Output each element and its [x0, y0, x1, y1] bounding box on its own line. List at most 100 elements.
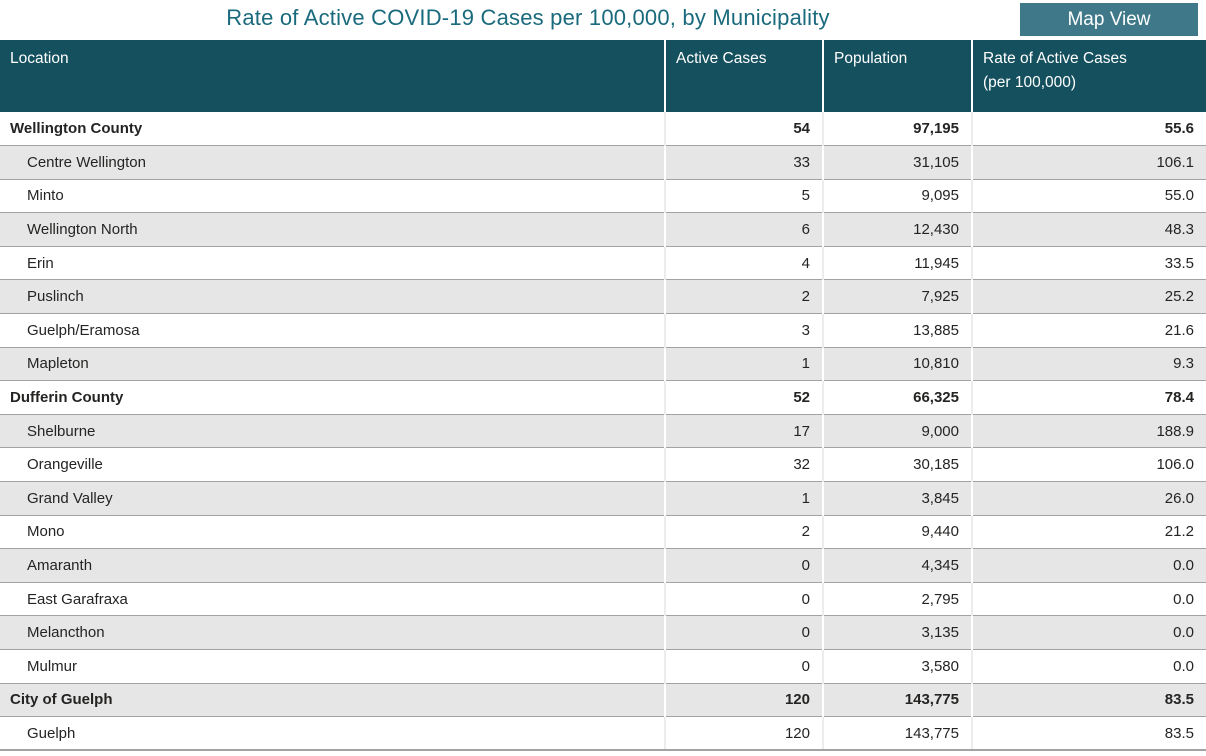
location-cell: Orangeville: [0, 447, 666, 483]
location-cell: City of Guelph: [0, 683, 666, 718]
table-header: Location Active Cases Population Rate of…: [0, 40, 1206, 112]
active-cases-cell: 1: [665, 347, 824, 382]
table-row[interactable]: Wellington County 54 97,195 55.6: [0, 112, 1206, 147]
active-cases-cell: 0: [665, 649, 824, 684]
rate-cell: 106.0: [972, 447, 1206, 483]
active-cases-cell: 2: [665, 515, 824, 550]
location-cell: Puslinch: [0, 279, 666, 315]
rate-cell: 0.0: [972, 615, 1206, 650]
location-cell: Erin: [0, 246, 666, 281]
rate-cell: 83.5: [972, 683, 1206, 718]
location-cell: Amaranth: [0, 548, 666, 583]
population-cell: 13,885: [823, 313, 973, 348]
column-header-rate-line1: Rate of Active Cases: [983, 50, 1127, 67]
column-header-active-cases[interactable]: Active Cases: [665, 40, 824, 112]
active-cases-cell: 52: [665, 380, 824, 415]
population-cell: 143,775: [823, 683, 973, 718]
rate-cell: 21.6: [972, 313, 1206, 348]
table-row[interactable]: Amaranth 0 4,345 0.0: [0, 548, 1206, 583]
column-header-rate[interactable]: Rate of Active Cases (per 100,000): [972, 40, 1206, 112]
location-cell: Melancthon: [0, 615, 666, 650]
location-cell: Wellington North: [0, 212, 666, 247]
active-cases-cell: 120: [665, 716, 824, 752]
table-row[interactable]: Melancthon 0 3,135 0.0: [0, 615, 1206, 650]
table-row[interactable]: Grand Valley 1 3,845 26.0: [0, 481, 1206, 516]
active-cases-cell: 0: [665, 548, 824, 583]
active-cases-cell: 0: [665, 582, 824, 617]
active-cases-cell: 1: [665, 481, 824, 516]
table-body: Wellington County 54 97,195 55.6 Centre …: [0, 112, 1206, 752]
active-cases-cell: 3: [665, 313, 824, 348]
table-row[interactable]: City of Guelph 120 143,775 83.5: [0, 683, 1206, 718]
table-row[interactable]: Orangeville 32 30,185 106.0: [0, 447, 1206, 483]
active-cases-cell: 5: [665, 179, 824, 214]
rate-cell: 26.0: [972, 481, 1206, 516]
population-cell: 10,810: [823, 347, 973, 382]
active-cases-cell: 54: [665, 112, 824, 147]
location-cell: Grand Valley: [0, 481, 666, 516]
population-cell: 31,105: [823, 145, 973, 180]
map-view-button[interactable]: Map View: [1020, 3, 1198, 36]
population-cell: 30,185: [823, 447, 973, 483]
table-row[interactable]: Minto 5 9,095 55.0: [0, 179, 1206, 214]
table-row[interactable]: Wellington North 6 12,430 48.3: [0, 212, 1206, 247]
column-header-location[interactable]: Location: [0, 40, 666, 112]
topbar: Rate of Active COVID-19 Cases per 100,00…: [0, 0, 1206, 40]
rate-cell: 78.4: [972, 380, 1206, 415]
population-cell: 143,775: [823, 716, 973, 752]
table-row[interactable]: Dufferin County 52 66,325 78.4: [0, 380, 1206, 415]
population-cell: 9,440: [823, 515, 973, 550]
location-cell: Mulmur: [0, 649, 666, 684]
location-cell: Mapleton: [0, 347, 666, 382]
rate-cell: 33.5: [972, 246, 1206, 281]
location-cell: Centre Wellington: [0, 145, 666, 180]
rate-cell: 188.9: [972, 414, 1206, 449]
population-cell: 97,195: [823, 112, 973, 147]
active-cases-cell: 4: [665, 246, 824, 281]
rate-cell: 0.0: [972, 548, 1206, 583]
population-cell: 3,580: [823, 649, 973, 684]
active-cases-cell: 6: [665, 212, 824, 247]
population-cell: 3,845: [823, 481, 973, 516]
location-cell: East Garafraxa: [0, 582, 666, 617]
rate-cell: 0.0: [972, 649, 1206, 684]
population-cell: 66,325: [823, 380, 973, 415]
location-cell: Shelburne: [0, 414, 666, 449]
location-cell: Dufferin County: [0, 380, 666, 415]
rate-cell: 25.2: [972, 279, 1206, 315]
location-cell: Mono: [0, 515, 666, 550]
active-cases-cell: 2: [665, 279, 824, 315]
table-row[interactable]: Mono 2 9,440 21.2: [0, 515, 1206, 550]
active-cases-cell: 33: [665, 145, 824, 180]
table-row[interactable]: Puslinch 2 7,925 25.2: [0, 279, 1206, 315]
location-cell: Guelph/Eramosa: [0, 313, 666, 348]
rate-cell: 48.3: [972, 212, 1206, 247]
location-cell: Guelph: [0, 716, 666, 752]
population-cell: 7,925: [823, 279, 973, 315]
covid-rate-table: Location Active Cases Population Rate of…: [0, 40, 1206, 752]
population-cell: 9,095: [823, 179, 973, 214]
rate-cell: 21.2: [972, 515, 1206, 550]
table-row[interactable]: Shelburne 17 9,000 188.9: [0, 414, 1206, 449]
active-cases-cell: 120: [665, 683, 824, 718]
population-cell: 4,345: [823, 548, 973, 583]
active-cases-cell: 17: [665, 414, 824, 449]
table-row[interactable]: Centre Wellington 33 31,105 106.1: [0, 145, 1206, 180]
population-cell: 12,430: [823, 212, 973, 247]
table-row[interactable]: Mulmur 0 3,580 0.0: [0, 649, 1206, 684]
table-row[interactable]: Erin 4 11,945 33.5: [0, 246, 1206, 281]
table-row[interactable]: Guelph/Eramosa 3 13,885 21.6: [0, 313, 1206, 348]
rate-cell: 55.6: [972, 112, 1206, 147]
rate-cell: 0.0: [972, 582, 1206, 617]
table-row[interactable]: East Garafraxa 0 2,795 0.0: [0, 582, 1206, 617]
active-cases-cell: 32: [665, 447, 824, 483]
table-row[interactable]: Guelph 120 143,775 83.5: [0, 716, 1206, 752]
column-header-population[interactable]: Population: [823, 40, 973, 112]
table-row[interactable]: Mapleton 1 10,810 9.3: [0, 347, 1206, 382]
rate-cell: 55.0: [972, 179, 1206, 214]
rate-cell: 83.5: [972, 716, 1206, 752]
population-cell: 11,945: [823, 246, 973, 281]
rate-cell: 106.1: [972, 145, 1206, 180]
column-header-rate-line2: (per 100,000): [983, 74, 1077, 92]
population-cell: 9,000: [823, 414, 973, 449]
